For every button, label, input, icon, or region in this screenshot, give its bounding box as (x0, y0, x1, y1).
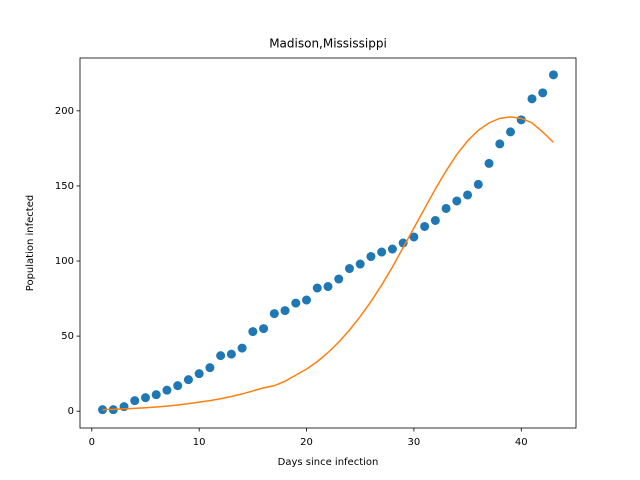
point (506, 127, 516, 137)
point (420, 221, 430, 231)
line (102, 116, 554, 411)
point (463, 190, 473, 200)
x-tick-label: 0 (89, 437, 95, 448)
point (484, 158, 494, 168)
chart-title: Madison,Mississippi (269, 37, 387, 51)
y-tick-label: 150 (55, 181, 74, 192)
point (495, 139, 505, 149)
point (398, 238, 408, 248)
point (452, 196, 462, 206)
x-tick-label: 40 (515, 437, 528, 448)
point (183, 375, 193, 385)
point (377, 247, 387, 257)
point (140, 393, 150, 403)
y-axis-label: Population infected (25, 195, 36, 291)
point (344, 264, 354, 274)
point (173, 381, 183, 391)
point (216, 351, 226, 361)
point (409, 232, 419, 242)
point (527, 94, 537, 104)
x-axis-label: Days since infection (278, 457, 379, 468)
point (151, 390, 161, 400)
point (548, 70, 558, 80)
y-tick-label: 200 (55, 106, 74, 117)
x-tick-label: 20 (300, 437, 313, 448)
y-tick-label: 100 (55, 256, 74, 267)
point (302, 295, 312, 305)
point (355, 259, 365, 269)
x-tick-label: 30 (408, 437, 421, 448)
point (130, 396, 140, 406)
point (366, 252, 376, 262)
point (387, 244, 397, 254)
point (205, 363, 215, 373)
point (259, 324, 269, 334)
y-tick-label: 0 (68, 406, 74, 417)
point (312, 283, 322, 293)
plot-frame (79, 57, 577, 429)
point (291, 298, 301, 308)
point (441, 203, 451, 213)
point (538, 88, 548, 98)
point (194, 369, 204, 379)
point (98, 405, 108, 415)
point (473, 179, 483, 189)
point (119, 402, 129, 412)
point (237, 343, 247, 353)
point (430, 215, 440, 225)
point (334, 274, 344, 284)
point (248, 327, 258, 337)
y-tick-label: 50 (61, 331, 74, 342)
point (323, 282, 333, 292)
x-tick-label: 10 (193, 437, 206, 448)
point (162, 385, 172, 395)
point (269, 309, 279, 319)
point (280, 306, 290, 316)
point (226, 349, 236, 359)
